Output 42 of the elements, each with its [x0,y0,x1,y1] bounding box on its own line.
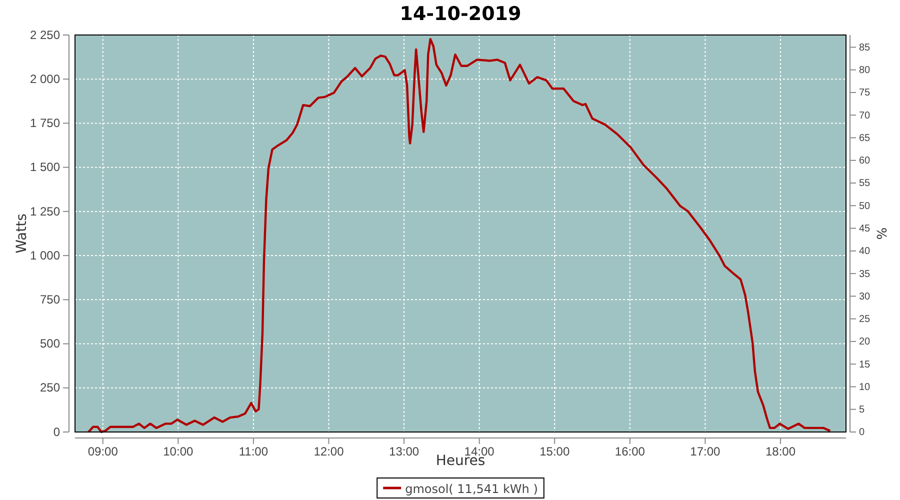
y2-tick-label: 15 [859,359,871,370]
y2-tick-label: 35 [859,268,871,280]
y2-tick-label: 0 [859,427,865,438]
x-tick-label: 17:00 [690,444,721,459]
x-tick-label: 18:00 [765,444,796,459]
y2-tick-label: 70 [859,110,871,122]
legend-label: gmosol( 11,541 kWh ) [405,482,538,496]
y-tick-label: 250 [40,380,60,395]
y2-tick-label: 10 [859,382,871,393]
y-tick-label: 1 750 [30,116,60,130]
y2-tick-label: 45 [859,223,871,234]
x-tick-label: 12:00 [314,444,344,459]
y2-tick-label: 30 [859,291,871,302]
y2-tick-label: 85 [859,42,871,54]
y2-tick-label: 75 [859,88,871,99]
y2-tick-label: 80 [859,65,871,76]
line-series [87,38,832,434]
y-tick-label: 500 [40,336,60,351]
y-tick-label: 2 000 [30,72,60,86]
chart-title: 14-10-2019 [400,3,522,25]
y2-tick-label: 25 [859,314,871,326]
y2-tick-label: 5 [859,404,865,416]
y2-tick-label: 40 [859,246,871,258]
y-tick-label: 1 000 [30,248,60,262]
y2-tick-label: 65 [859,132,871,144]
y-tick-label: 750 [40,292,60,307]
x-tick-label: 11:00 [238,444,268,459]
y2-tick-label: 60 [859,156,871,167]
y2-tick-label: 55 [859,178,871,190]
y-tick-label: 2 250 [30,28,60,42]
x-tick-label: 16:00 [614,444,646,459]
y-tick-label: 1 500 [30,160,60,174]
y2-axis-title: % [873,227,888,240]
y2-tick-label: 20 [859,336,871,348]
y-axis-title: Watts [14,214,30,254]
x-tick-label: 15:00 [540,444,570,459]
x-tick-label: 09:00 [88,444,118,459]
y-tick-label: 0 [53,424,60,439]
y2-tick-label: 50 [859,200,871,212]
x-tick-label: 13:00 [389,444,420,459]
y-tick-label: 1 250 [30,204,60,218]
x-tick-label: 10:00 [163,444,194,459]
